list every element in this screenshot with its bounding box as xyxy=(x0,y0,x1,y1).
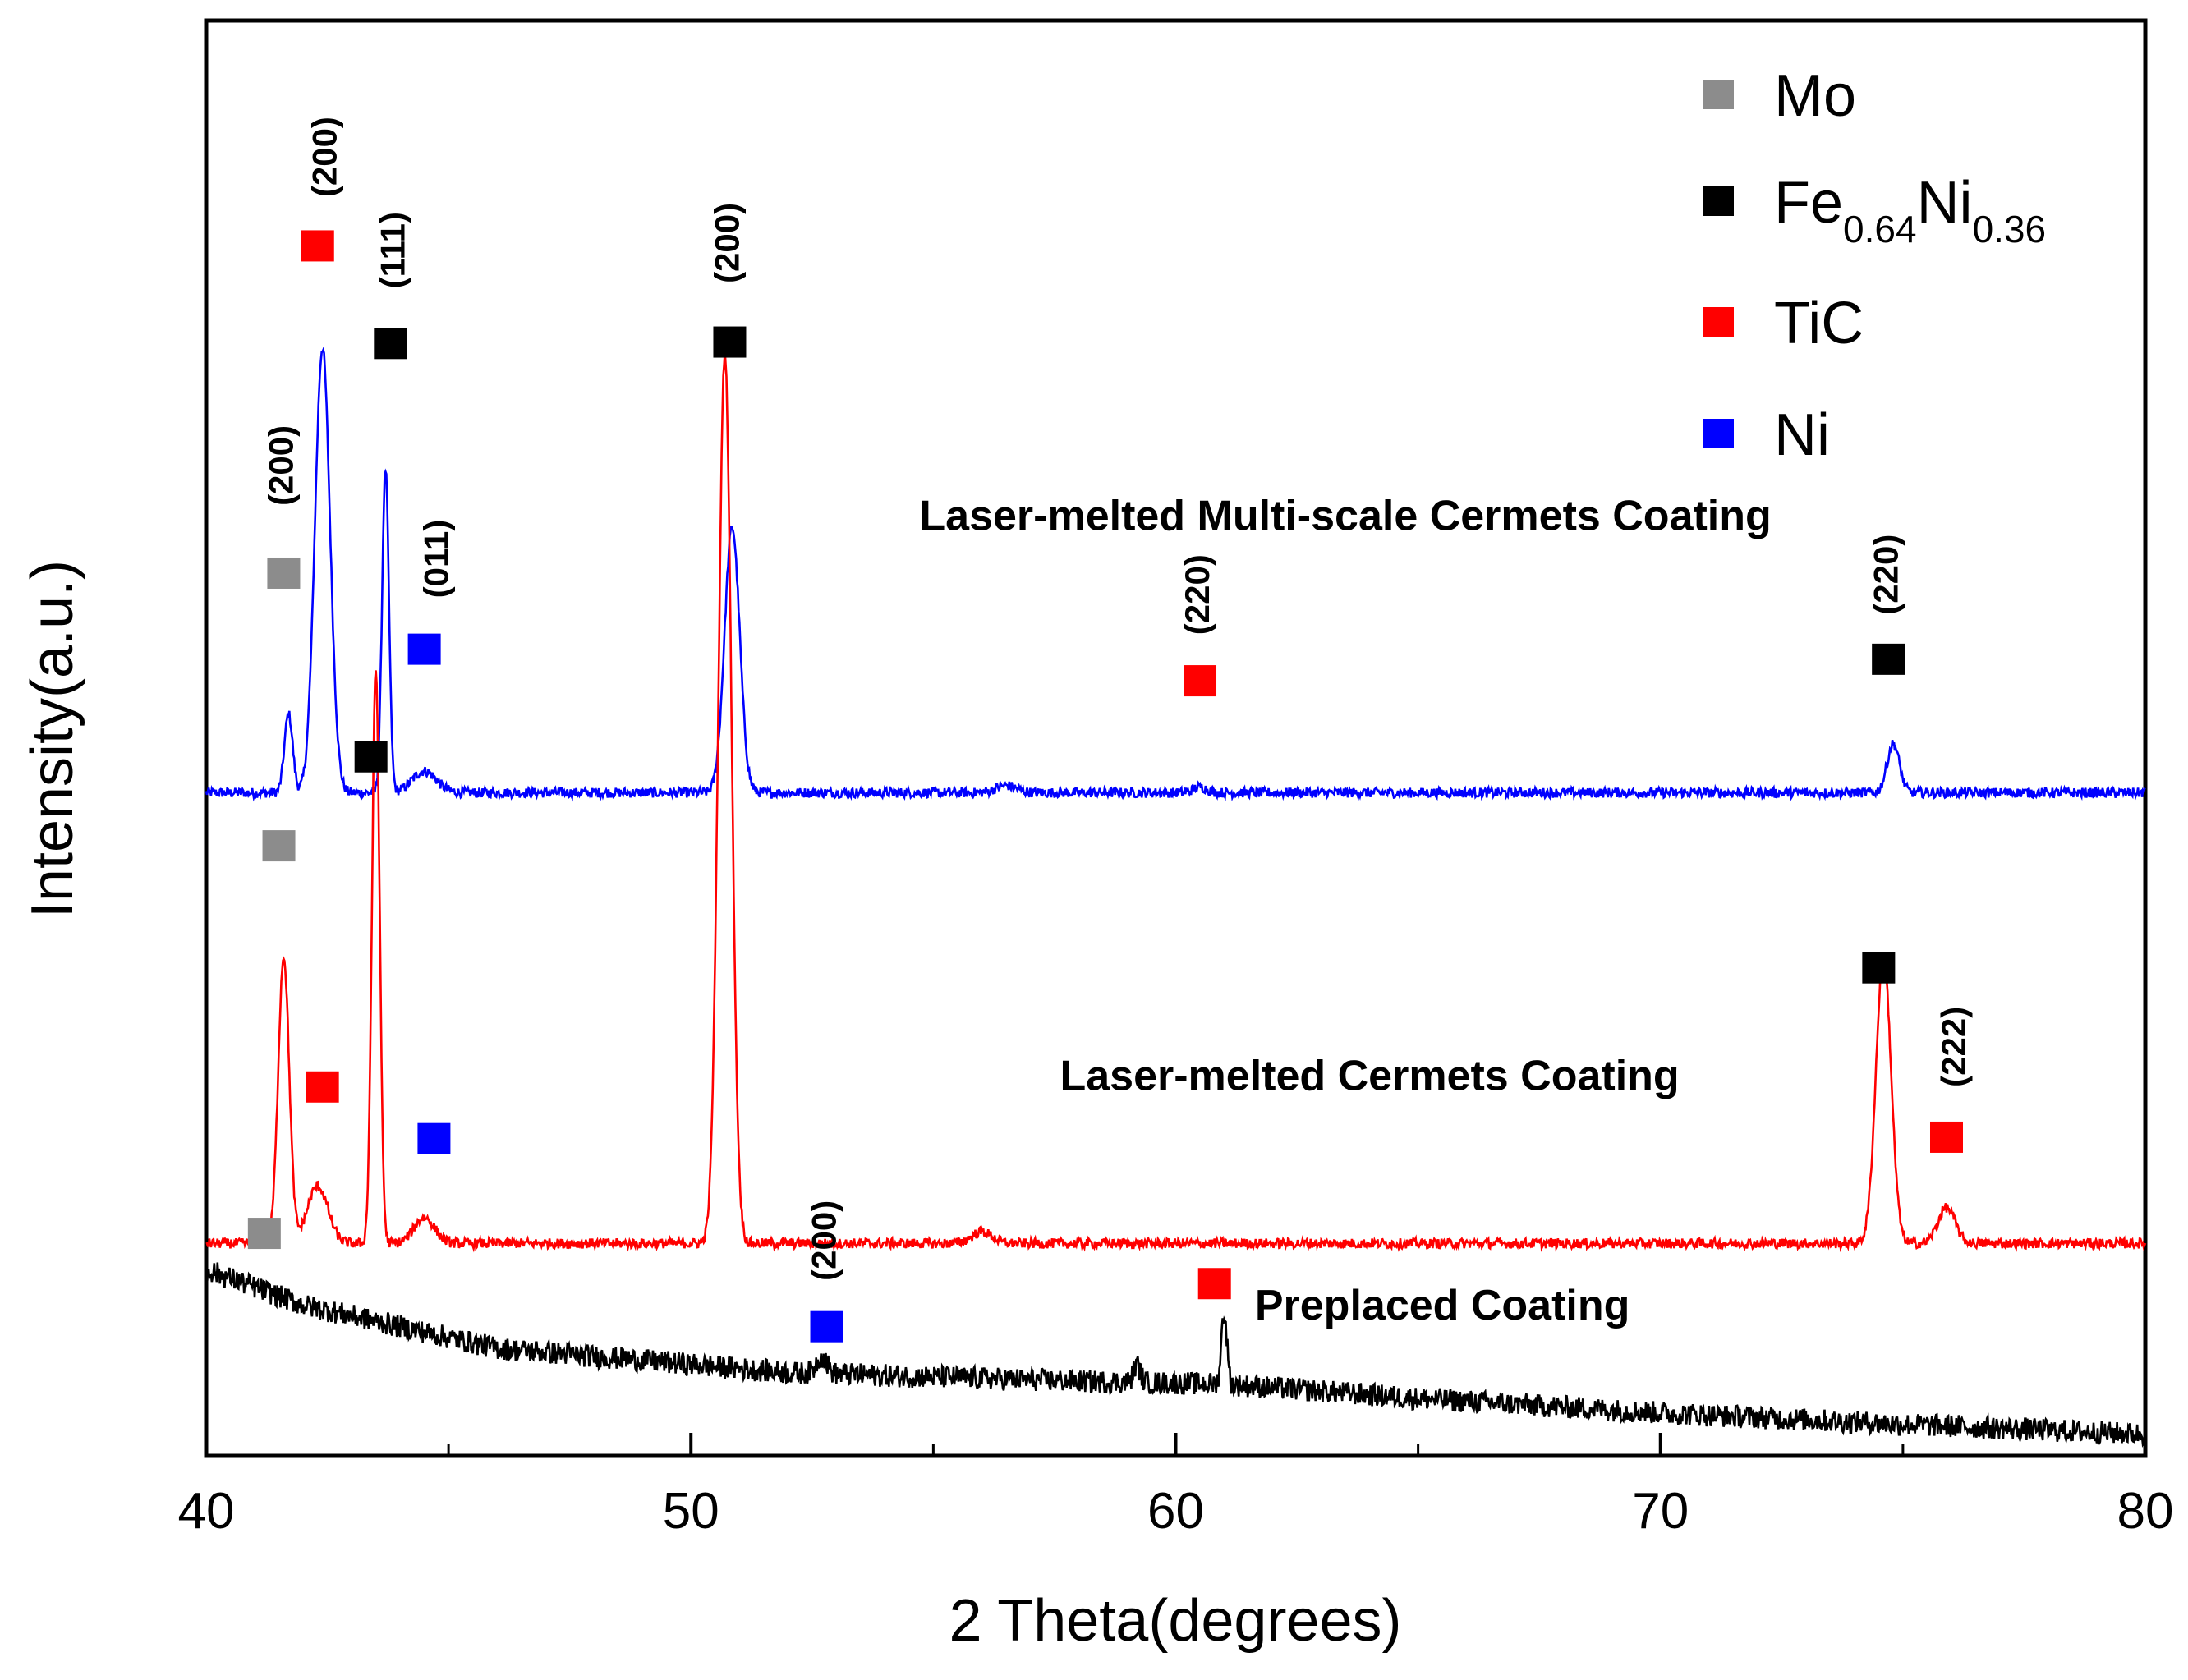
series-label: Laser-melted Cermets Coating xyxy=(1060,1052,1679,1099)
legend-swatch-FeNi xyxy=(1703,186,1734,216)
legend-swatch-Mo xyxy=(1703,80,1734,109)
legend-fe: Fe xyxy=(1774,170,1843,236)
legend-label-Mo: Mo xyxy=(1774,63,1856,129)
series-line-0 xyxy=(205,347,2146,802)
y-axis-title: Intensity(a.u.) xyxy=(20,560,85,918)
hkl-label: (200) xyxy=(708,203,747,283)
phase-markers xyxy=(247,230,1963,1343)
hkl-label: (220) xyxy=(1178,554,1216,635)
x-tick-label: 40 xyxy=(178,1483,235,1540)
legend-ni: Ni xyxy=(1917,170,1973,236)
series-label: Laser-melted Multi-scale Cermets Coating xyxy=(919,493,1771,540)
hkl-label: (200) xyxy=(306,117,344,197)
series-line-2 xyxy=(205,1262,2146,1448)
phase-marker-TiC xyxy=(1197,1268,1231,1300)
phase-marker-Mo xyxy=(267,557,301,589)
phase-marker-TiC xyxy=(1184,665,1217,697)
hkl-label: (111) xyxy=(373,212,411,288)
phase-marker-FeNi xyxy=(713,326,747,358)
phase-marker-Ni xyxy=(407,633,441,665)
x-tick-label: 80 xyxy=(2117,1483,2174,1540)
x-tick-label: 70 xyxy=(1632,1483,1689,1540)
x-ticks: 40 50 60 70 80 xyxy=(178,1433,2174,1540)
hkl-label: (222) xyxy=(1934,1007,1973,1087)
legend-label-FeNi: Fe0.64Ni0.36 xyxy=(1774,170,2046,250)
phase-marker-TiC xyxy=(301,230,334,262)
phase-marker-TiC xyxy=(1929,1121,1963,1153)
x-tick-label: 60 xyxy=(1147,1483,1204,1540)
x-tick-label: 50 xyxy=(663,1483,719,1540)
phase-marker-Mo xyxy=(262,830,296,862)
legend-swatch-TiC xyxy=(1703,307,1734,337)
series-label: Preplaced Coating xyxy=(1255,1282,1630,1329)
phase-marker-Ni xyxy=(810,1310,843,1343)
legend-swatch-Ni xyxy=(1703,419,1734,448)
x-axis-title: 2 Theta(degrees) xyxy=(949,1588,1401,1654)
phase-marker-FeNi xyxy=(374,328,407,360)
phase-marker-Mo xyxy=(247,1218,281,1250)
series-lines xyxy=(205,347,2147,1448)
annotations: Laser-melted Multi-scale Cermets Coating… xyxy=(261,117,1972,1329)
legend-sub2: 0.36 xyxy=(1973,208,2047,250)
phase-marker-FeNi xyxy=(354,741,388,773)
hkl-label: (200) xyxy=(805,1200,843,1281)
hkl-label: (011) xyxy=(416,520,455,599)
hkl-label: (200) xyxy=(261,425,300,506)
legend-sub1: 0.64 xyxy=(1843,208,1917,250)
series-line-1 xyxy=(205,351,2147,1253)
phase-marker-FeNi xyxy=(1872,643,1905,675)
hkl-label: (220) xyxy=(1866,535,1905,615)
phase-marker-FeNi xyxy=(1862,952,1896,984)
phase-marker-Ni xyxy=(417,1122,451,1154)
phase-marker-TiC xyxy=(306,1071,339,1103)
legend-label-TiC: TiC xyxy=(1774,291,1864,356)
legend-label-Ni: Ni xyxy=(1774,402,1830,468)
